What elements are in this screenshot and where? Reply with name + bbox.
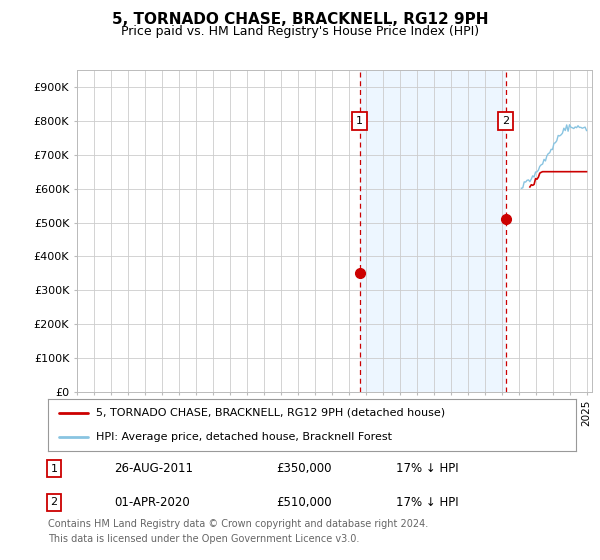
Text: 01-APR-2020: 01-APR-2020 bbox=[114, 496, 190, 509]
Text: £350,000: £350,000 bbox=[276, 462, 331, 475]
Text: Price paid vs. HM Land Registry's House Price Index (HPI): Price paid vs. HM Land Registry's House … bbox=[121, 25, 479, 38]
Text: 26-AUG-2011: 26-AUG-2011 bbox=[114, 462, 193, 475]
Text: 1: 1 bbox=[356, 116, 363, 126]
Text: 17% ↓ HPI: 17% ↓ HPI bbox=[396, 496, 458, 509]
Text: This data is licensed under the Open Government Licence v3.0.: This data is licensed under the Open Gov… bbox=[48, 534, 359, 544]
Text: 5, TORNADO CHASE, BRACKNELL, RG12 9PH: 5, TORNADO CHASE, BRACKNELL, RG12 9PH bbox=[112, 12, 488, 27]
Text: 2: 2 bbox=[502, 116, 509, 126]
Bar bbox=[359, 70, 506, 392]
Text: £510,000: £510,000 bbox=[276, 496, 332, 509]
Text: 1: 1 bbox=[50, 464, 58, 474]
Text: 5, TORNADO CHASE, BRACKNELL, RG12 9PH (detached house): 5, TORNADO CHASE, BRACKNELL, RG12 9PH (d… bbox=[95, 408, 445, 418]
Text: Contains HM Land Registry data © Crown copyright and database right 2024.: Contains HM Land Registry data © Crown c… bbox=[48, 519, 428, 529]
Text: 17% ↓ HPI: 17% ↓ HPI bbox=[396, 462, 458, 475]
Text: 2: 2 bbox=[50, 497, 58, 507]
Text: HPI: Average price, detached house, Bracknell Forest: HPI: Average price, detached house, Brac… bbox=[95, 432, 392, 442]
